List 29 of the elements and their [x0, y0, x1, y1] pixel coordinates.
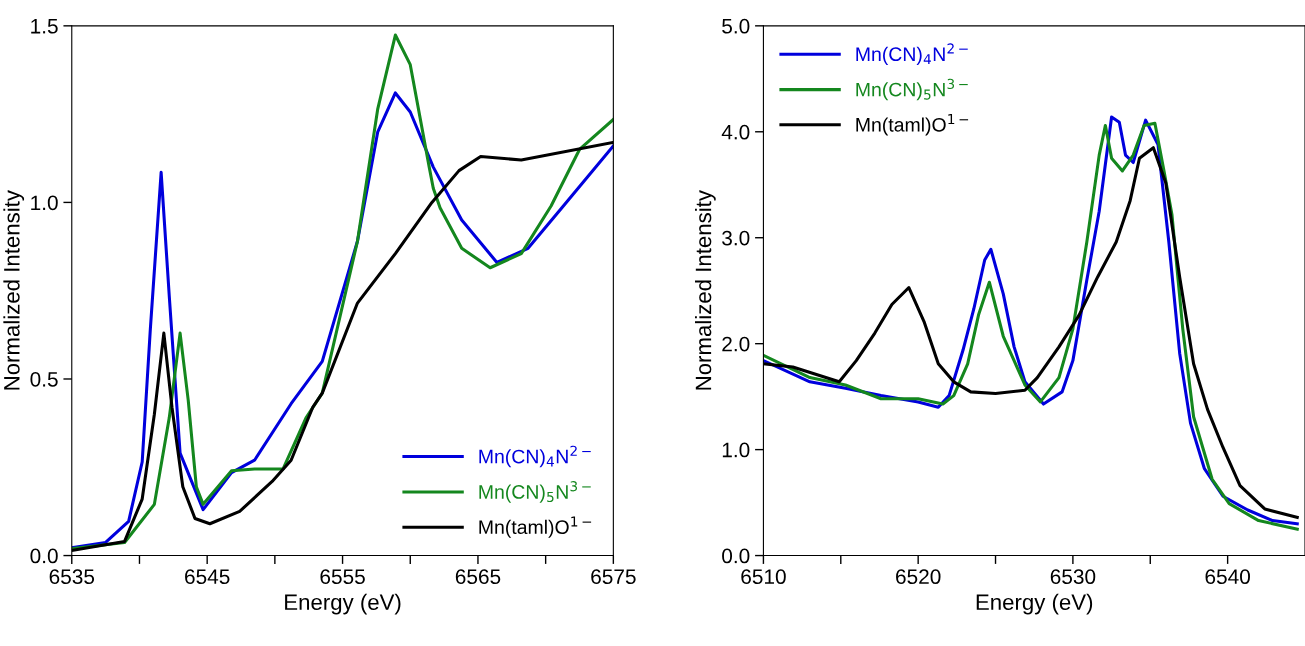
legend-label: Mn(taml)O$^{1−}$	[856, 114, 969, 136]
y-tick-label: 0.0	[722, 548, 750, 564]
y-tick-label: 0.0	[30, 548, 58, 564]
legend-label: Mn(taml)O$^{1−}$	[479, 516, 592, 538]
legend-label: Mn(CN)$_{5}$N$^{3−}$	[479, 481, 591, 503]
x-tick-label: 6540	[1205, 569, 1250, 585]
y-tick-label: 1.5	[31, 19, 58, 34]
y-axis-title: Normalized Intensity	[3, 190, 25, 390]
y-tick-label: 1.0	[722, 442, 750, 458]
x-tick-label: 6535	[49, 569, 95, 585]
y-tick-label: 1.0	[31, 195, 58, 211]
x-tick-label: 6555	[320, 569, 365, 585]
legend-label: Mn(CN)$_{4}$N$^{2−}$	[856, 43, 968, 65]
x-tick-label: 6545	[185, 569, 230, 585]
x-axis-title: Energy (eV)	[285, 593, 401, 615]
y-tick-label: 0.5	[30, 371, 58, 387]
x-axis-title: Energy (eV)	[976, 593, 1093, 615]
y-tick-label: 3.0	[722, 230, 750, 246]
y-axis-title: Normalized Intensity	[695, 190, 716, 390]
legend-label: Mn(CN)$_{5}$N$^{3−}$	[856, 78, 968, 101]
x-tick-label: 6520	[896, 569, 941, 585]
x-tick-label: 6530	[1050, 569, 1096, 585]
y-tick-label: 4.0	[721, 124, 750, 140]
legend-label: Mn(CN)$_{4}$N$^{2−}$	[479, 445, 591, 468]
x-tick-label: 6575	[591, 569, 636, 585]
x-tick-label: 6510	[741, 569, 786, 585]
x-tick-label: 6565	[455, 569, 501, 585]
y-tick-label: 2.0	[722, 336, 750, 352]
y-tick-label: 5.0	[722, 18, 750, 34]
